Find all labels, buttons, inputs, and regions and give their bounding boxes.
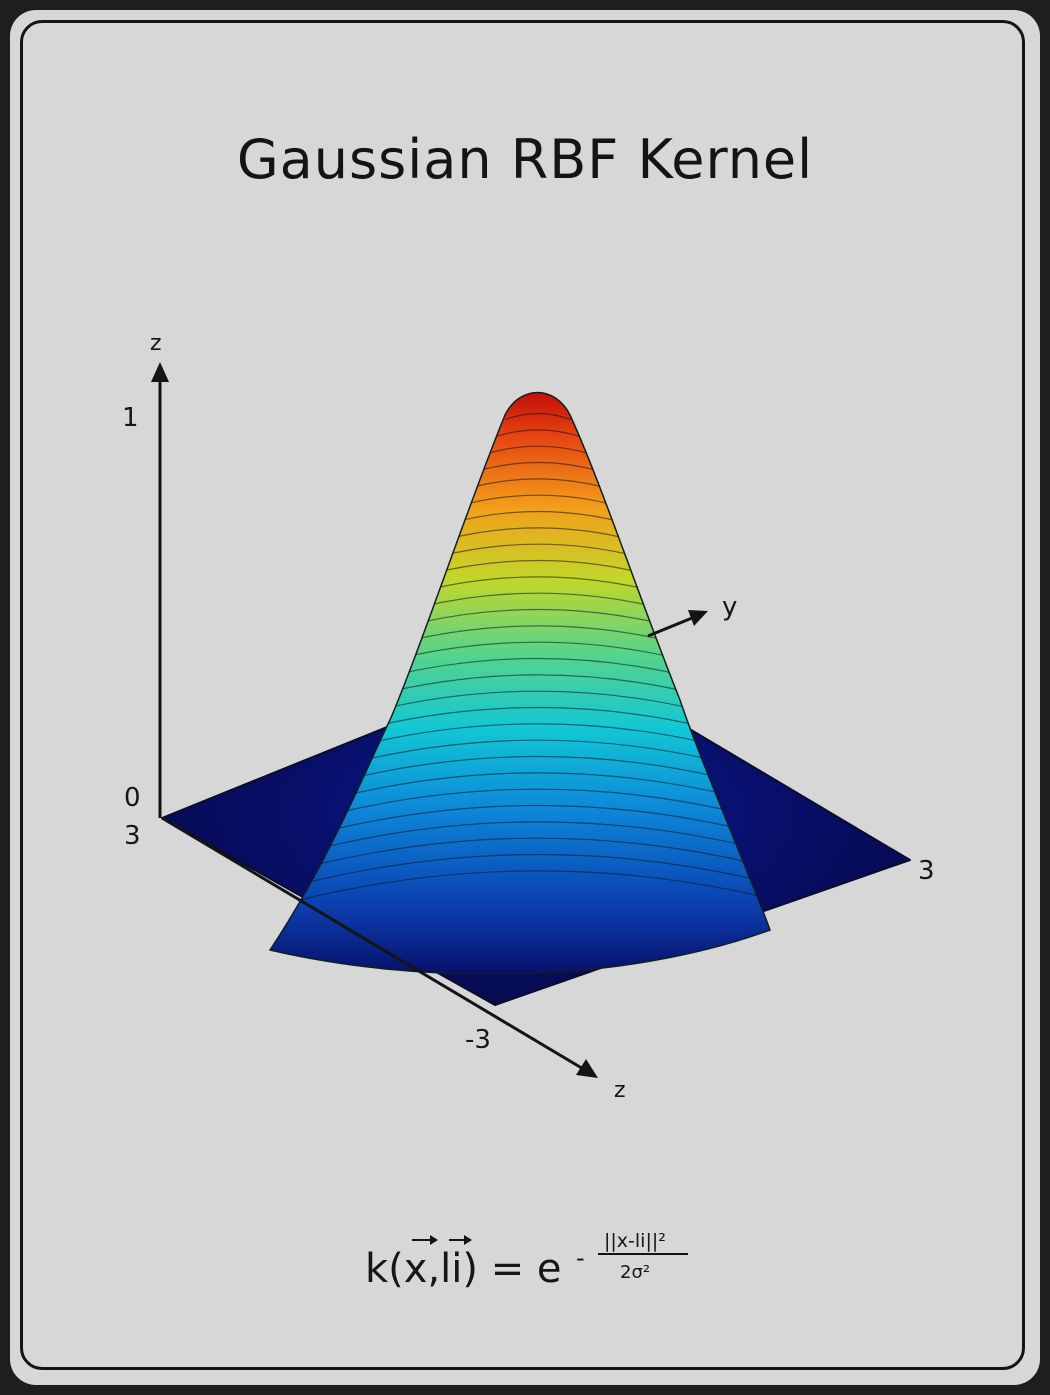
z-axis-label: z <box>150 331 162 356</box>
formula-numerator: ||x-li||² <box>604 1230 666 1252</box>
mesh-line <box>375 674 701 696</box>
mesh-line <box>427 559 649 575</box>
mesh-line <box>368 690 708 713</box>
x-axis-line <box>161 816 586 1072</box>
corner-label-left: 3 <box>124 821 141 851</box>
formula-denominator: 2σ² <box>620 1262 650 1283</box>
corner-label-right: 3 <box>918 856 935 886</box>
y-axis-label: y <box>722 592 737 622</box>
mesh-line <box>412 592 664 610</box>
mesh-line <box>307 837 769 868</box>
surface-mesh-lines <box>294 413 770 902</box>
corner-label-front: -3 <box>465 1025 491 1055</box>
mesh-line <box>505 413 571 421</box>
mesh-line <box>320 804 756 833</box>
mesh-line <box>327 788 749 816</box>
z-tick-min: 0 <box>124 783 141 813</box>
mesh-line <box>485 445 591 455</box>
rbf-formula: k(x,li) = e - ||x-li||² 2σ² <box>365 1230 688 1292</box>
y-axis-line <box>647 616 693 638</box>
vector-arrow-l-head <box>464 1235 472 1245</box>
y-axis-arrowhead <box>688 610 708 626</box>
z-axis-arrowhead <box>151 362 169 382</box>
x-axis-arrowhead <box>576 1059 598 1078</box>
mesh-line <box>494 429 582 438</box>
x-axis-label: z <box>614 1078 626 1103</box>
formula-lhs: k(x,li) = e <box>365 1246 562 1292</box>
vector-arrow-x-head <box>430 1235 438 1245</box>
mesh-line <box>314 821 762 851</box>
mesh-line <box>451 510 625 524</box>
mesh-line <box>443 527 633 541</box>
mesh-line <box>348 739 728 765</box>
mesh-line <box>476 461 600 472</box>
formula-exponent-sign: - <box>576 1244 585 1272</box>
mesh-line <box>390 641 686 661</box>
mesh-line <box>294 870 770 902</box>
card-border <box>20 20 1025 1370</box>
mesh-line <box>334 772 742 799</box>
mesh-line <box>354 723 722 747</box>
mesh-line <box>383 657 693 679</box>
mesh-line <box>404 608 672 627</box>
mesh-line <box>361 706 715 730</box>
mesh-line <box>419 576 657 593</box>
mesh-line <box>397 625 679 644</box>
mesh-line <box>435 543 641 558</box>
z-tick-max: 1 <box>122 403 139 433</box>
mesh-line <box>459 494 617 507</box>
mesh-line <box>300 853 770 885</box>
mesh-line <box>341 755 735 782</box>
page-title: Gaussian RBF Kernel <box>236 128 814 191</box>
mesh-line <box>467 478 609 489</box>
